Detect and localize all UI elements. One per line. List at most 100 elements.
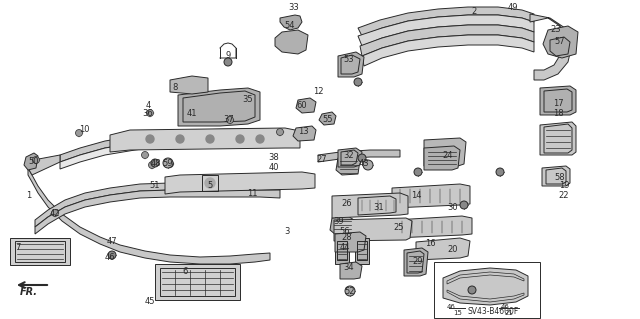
Text: 38: 38 [269,153,280,162]
Text: 54: 54 [285,20,295,29]
Polygon shape [336,156,360,175]
Circle shape [51,210,58,217]
Polygon shape [416,238,470,260]
Polygon shape [275,30,308,54]
Text: 6: 6 [182,268,188,277]
Text: 59: 59 [163,159,173,167]
Text: 48: 48 [150,159,161,167]
Text: 9: 9 [225,50,230,60]
Text: 28: 28 [342,233,352,241]
Circle shape [358,154,366,162]
Circle shape [414,168,422,176]
Polygon shape [60,129,285,162]
Polygon shape [170,76,208,94]
Text: 45: 45 [145,298,156,307]
Text: 25: 25 [394,224,404,233]
Polygon shape [110,128,300,152]
Text: 29: 29 [413,256,423,265]
Text: 32: 32 [344,152,355,160]
Text: 49: 49 [508,4,518,12]
Text: 18: 18 [553,108,563,117]
Text: 42: 42 [50,209,60,218]
Polygon shape [319,112,336,125]
Polygon shape [332,193,408,218]
Polygon shape [24,153,38,170]
Circle shape [256,135,264,143]
Text: 5: 5 [207,182,212,190]
Text: 11: 11 [247,189,257,197]
Text: 57: 57 [555,38,565,47]
Text: 33: 33 [289,4,300,12]
Text: 22: 22 [559,191,569,201]
Polygon shape [280,15,302,30]
Text: 14: 14 [411,190,421,199]
Polygon shape [542,166,570,186]
Circle shape [147,109,154,116]
Polygon shape [404,248,428,276]
Circle shape [496,168,504,176]
Text: 31: 31 [374,204,384,212]
Circle shape [33,157,40,164]
Circle shape [354,78,362,86]
Polygon shape [392,184,470,208]
Polygon shape [338,52,364,77]
Polygon shape [10,238,70,265]
Circle shape [76,130,83,137]
Circle shape [163,158,173,168]
Text: 41: 41 [187,108,197,117]
Polygon shape [28,168,270,264]
Polygon shape [360,25,534,56]
Text: 23: 23 [550,26,561,34]
Circle shape [224,58,232,66]
Polygon shape [543,26,578,58]
Text: 17: 17 [553,99,563,108]
Circle shape [276,129,284,136]
Polygon shape [35,183,280,227]
Circle shape [468,286,476,294]
Text: 47: 47 [107,238,117,247]
Circle shape [166,160,173,167]
Text: 16: 16 [425,239,435,248]
Polygon shape [296,98,316,113]
Polygon shape [424,138,466,166]
Text: 53: 53 [344,56,355,64]
Circle shape [345,286,355,296]
Polygon shape [28,155,60,175]
Text: 39: 39 [333,218,344,226]
Text: 2: 2 [472,8,477,17]
Text: 34: 34 [344,263,355,271]
Text: FR.: FR. [20,287,38,297]
Text: SV43-B4600F: SV43-B4600F [467,308,518,316]
Text: 13: 13 [298,128,308,137]
Polygon shape [330,216,354,235]
Polygon shape [178,88,260,126]
Circle shape [146,135,154,143]
Text: 19: 19 [559,181,569,189]
Circle shape [176,135,184,143]
Polygon shape [540,86,576,115]
Polygon shape [318,150,400,162]
Text: 44: 44 [340,243,350,253]
Polygon shape [335,238,349,264]
Text: 1: 1 [26,190,31,199]
Circle shape [227,116,234,123]
Polygon shape [540,122,576,155]
Text: 27: 27 [317,155,327,165]
Text: 46: 46 [105,254,115,263]
Circle shape [141,152,148,159]
Text: 3: 3 [284,227,290,236]
Circle shape [363,160,373,170]
Text: 56: 56 [340,227,350,236]
Circle shape [460,201,468,209]
Polygon shape [334,218,412,241]
Circle shape [205,178,215,188]
Polygon shape [362,35,534,66]
Polygon shape [60,136,285,169]
Polygon shape [340,262,362,279]
Polygon shape [530,14,572,80]
Polygon shape [338,148,362,167]
Text: 52: 52 [345,286,355,295]
Text: 58: 58 [555,173,565,182]
Polygon shape [165,172,315,194]
Circle shape [151,159,159,167]
